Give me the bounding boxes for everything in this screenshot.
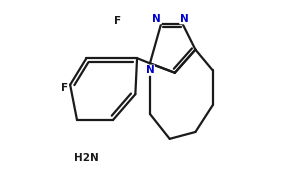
Text: F: F (114, 16, 121, 26)
Text: H2N: H2N (74, 153, 99, 163)
Text: N: N (146, 65, 154, 75)
Text: N: N (152, 14, 161, 24)
Text: N: N (180, 14, 189, 24)
Text: F: F (61, 83, 68, 93)
